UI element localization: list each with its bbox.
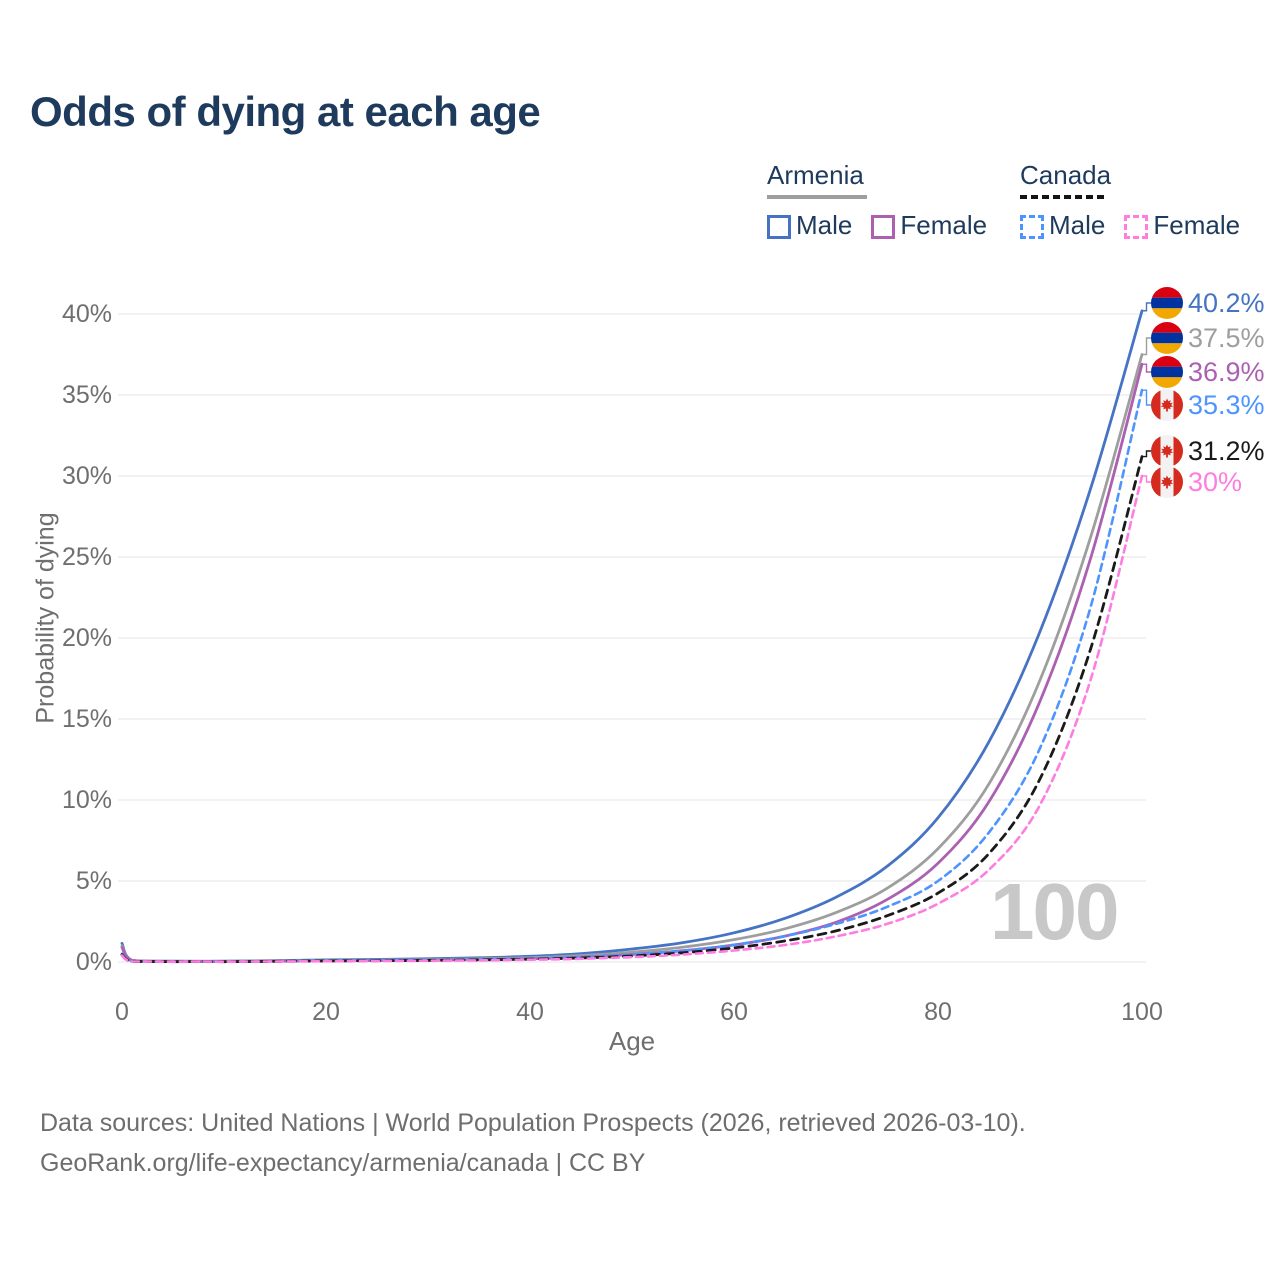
x-tick-60: 60 <box>720 998 748 1026</box>
series-line-armenia-female[interactable] <box>120 362 1144 963</box>
end-label-armenia-female: 36.9% <box>1188 357 1265 387</box>
leader-line-armenia-female <box>1143 363 1151 373</box>
footer: Data sources: United Nations | World Pop… <box>40 1103 1026 1183</box>
legend-label-canada-female[interactable]: Female <box>1153 210 1241 240</box>
leader-line-canada-both <box>1143 450 1151 458</box>
legend-label-armenia-female[interactable]: Female <box>900 210 988 240</box>
legend-swatch-armenia-male[interactable] <box>767 215 791 239</box>
end-label-armenia-male: 40.2% <box>1188 288 1265 318</box>
legend-group-canada: Canada Male Female <box>1020 158 1259 241</box>
end-label-canada-male: 35.3% <box>1188 390 1265 420</box>
end-label-canada-both: 31.2% <box>1188 436 1265 466</box>
canada-flag-icon <box>1151 466 1183 498</box>
legend-swatch-canada-female[interactable] <box>1124 215 1149 239</box>
armenia-flag-icon <box>1151 322 1183 354</box>
leader-line-canada-male <box>1143 389 1151 406</box>
series-line-canada-both[interactable] <box>120 455 1144 964</box>
x-tick-20: 20 <box>312 998 340 1026</box>
y-tick-30: 30% <box>61 462 112 490</box>
x-tick-40: 40 <box>516 998 544 1026</box>
y-tick-40: 40% <box>61 300 112 328</box>
x-tick-0: 0 <box>115 998 129 1026</box>
y-axis-title: Probability of dying <box>31 512 60 724</box>
page-title: Odds of dying at each age <box>30 88 541 135</box>
armenia-flag-icon <box>1151 287 1183 319</box>
series-line-armenia-both[interactable] <box>120 353 1144 963</box>
armenia-flag-icon <box>1151 356 1183 388</box>
y-tick-20: 20% <box>61 624 112 652</box>
series-line-canada-female[interactable] <box>120 474 1144 964</box>
leader-line-armenia-both <box>1143 337 1151 356</box>
legend-label-canada-male[interactable]: Male <box>1049 210 1106 240</box>
x-tick-80: 80 <box>924 998 952 1026</box>
y-tick-0: 0% <box>75 948 112 976</box>
legend-swatch-canada-male[interactable] <box>1020 215 1044 239</box>
legend-swatch-armenia-female[interactable] <box>871 215 896 239</box>
hover-age-watermark: 100 <box>990 867 1119 956</box>
end-label-armenia-both: 37.5% <box>1188 323 1265 353</box>
legend-group-armenia: Armenia Male Female <box>767 158 1006 241</box>
canada-flag-icon <box>1151 389 1183 421</box>
y-tick-25: 25% <box>61 543 112 571</box>
legend-label-armenia-male[interactable]: Male <box>796 210 853 240</box>
legend-canada-dashed-line-swatch <box>1020 195 1106 199</box>
leader-line-armenia-male <box>1143 302 1151 312</box>
canada-flag-icon <box>1151 435 1183 467</box>
leader-line-canada-female <box>1143 475 1151 483</box>
series-line-armenia-male[interactable] <box>120 309 1144 963</box>
y-tick-15: 15% <box>61 705 112 733</box>
x-axis-title: Age <box>608 1026 656 1056</box>
y-tick-10: 10% <box>61 786 112 814</box>
legend-armenia-solid-line-swatch <box>767 195 867 199</box>
footer-data-sources: Data sources: United Nations | World Pop… <box>40 1109 1026 1137</box>
y-tick-35: 35% <box>61 381 112 409</box>
legend-canada-title: Canada <box>1020 160 1112 190</box>
x-tick-100: 100 <box>1121 998 1163 1026</box>
legend-armenia-title: Armenia <box>767 160 864 190</box>
end-label-canada-female: 30% <box>1188 467 1243 497</box>
y-tick-5: 5% <box>75 867 112 895</box>
footer-attribution: GeoRank.org/life-expectancy/armenia/cana… <box>40 1149 646 1177</box>
